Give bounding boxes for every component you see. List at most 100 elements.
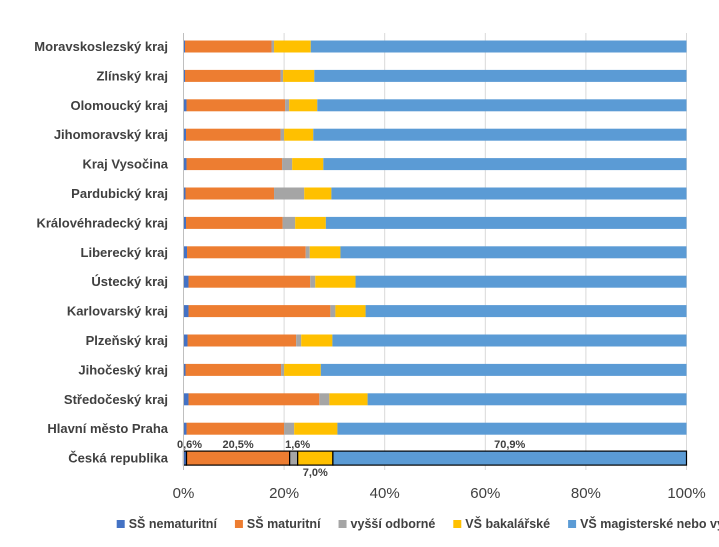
bar-segment — [183, 216, 187, 229]
category-label: Středočeský kraj — [64, 392, 168, 407]
x-tick-label: 20% — [269, 485, 299, 502]
category-label: Královéhradecký kraj — [36, 215, 168, 230]
bar-segment — [313, 128, 687, 141]
bar-segment — [340, 246, 687, 259]
bar-segment — [310, 40, 687, 53]
bar-segment — [305, 246, 310, 259]
legend-item: VŠ magisterské nebo vyšší — [568, 516, 719, 531]
category-label: Plzeňský kraj — [86, 333, 168, 348]
bar-segment — [297, 450, 334, 466]
bar-segment — [323, 158, 687, 171]
bar-segment — [183, 40, 186, 53]
bar-segment — [274, 187, 305, 200]
bar-segment — [355, 275, 687, 288]
bar-segment — [284, 422, 295, 435]
bar-segment — [281, 363, 285, 376]
bar-segment — [296, 334, 302, 347]
bar-segment — [186, 128, 281, 141]
bar-segment — [188, 305, 331, 318]
bar-segment — [325, 216, 687, 229]
bar-segment — [185, 363, 282, 376]
bar-segment — [280, 128, 285, 141]
data-label: 0,6% — [177, 439, 202, 451]
legend-label: VŠ magisterské nebo vyšší — [580, 516, 719, 531]
legend-label: SŠ nematuritní — [129, 516, 218, 531]
bar-segment — [187, 246, 306, 259]
category-label: Liberecký kraj — [81, 245, 168, 260]
bar-segment — [289, 450, 299, 466]
bar-segment — [332, 450, 688, 466]
bar-segment — [187, 334, 297, 347]
bar-segment — [183, 422, 187, 435]
legend-swatch — [234, 520, 243, 528]
bar-segment — [337, 422, 687, 435]
bar-segment — [185, 69, 281, 82]
bar-segment — [185, 450, 291, 466]
legend-item: SŠ nematuritní — [116, 516, 218, 531]
category-label: Jihočeský kraj — [78, 362, 168, 377]
x-tick-label: 60% — [470, 485, 500, 502]
bar-segment — [282, 216, 296, 229]
bar-segment — [183, 246, 188, 259]
bar-segment — [329, 393, 368, 406]
legend-swatch — [453, 520, 462, 528]
category-label: Hlavní město Praha — [47, 421, 168, 436]
bar-segment — [285, 99, 290, 112]
bar-segment — [186, 158, 283, 171]
bar-segment — [183, 128, 187, 141]
bar-segment — [282, 158, 293, 171]
x-tick-label: 0% — [173, 485, 195, 502]
category-label: Moravskoslezský kraj — [34, 39, 168, 54]
bar-segment — [332, 334, 687, 347]
bar-segment — [319, 393, 330, 406]
bar-segment — [186, 99, 286, 112]
bar-segment — [335, 305, 366, 318]
category-label: Česká republika — [68, 451, 168, 466]
bar-segment — [183, 363, 186, 376]
bar-segment — [365, 305, 687, 318]
legend-swatch — [338, 520, 347, 528]
bar-segment — [289, 99, 318, 112]
category-label: Kraj Vysočina — [82, 157, 168, 172]
bar-segment — [271, 40, 275, 53]
bar-segment — [330, 305, 336, 318]
legend-label: VŠ bakalářské — [465, 516, 550, 531]
category-label: Ústecký kraj — [91, 274, 168, 289]
bar-segment — [367, 393, 687, 406]
bar-segment — [188, 275, 311, 288]
x-tick-label: 80% — [571, 485, 601, 502]
bars-layer — [182, 40, 688, 466]
bar-segment — [283, 69, 315, 82]
bar-segment — [186, 216, 283, 229]
bar-segment — [183, 393, 189, 406]
bar-segment — [320, 363, 687, 376]
bar-segment — [295, 216, 326, 229]
category-label: Olomoucký kraj — [70, 98, 168, 113]
bar-segment — [292, 158, 324, 171]
bar-segment — [186, 422, 285, 435]
category-label: Pardubický kraj — [71, 186, 168, 201]
category-label: Zlínský kraj — [96, 68, 168, 83]
bar-segment — [183, 187, 186, 200]
bar-segment — [284, 128, 314, 141]
bar-segment — [183, 69, 186, 82]
bar-segment — [183, 99, 187, 112]
bar-segment — [314, 69, 687, 82]
legend-item: SŠ maturitní — [234, 516, 321, 531]
bar-segment — [185, 187, 275, 200]
data-label: 1,6% — [285, 439, 310, 451]
legend-item: VŠ bakalářské — [453, 516, 550, 531]
bar-segment — [183, 158, 187, 171]
legend-swatch — [116, 520, 125, 528]
legend-label: SŠ maturitní — [247, 516, 321, 531]
bar-segment — [304, 187, 332, 200]
axis-layer: 0% 20% 40% 60% 80% 100% Moravskoslezský kraj Zl… — [34, 33, 706, 502]
x-tick-label: 100% — [667, 485, 705, 502]
bar-segment — [183, 334, 188, 347]
legend: SŠ nematuritní SŠ maturitní vyšší odborné V… — [116, 516, 719, 531]
bar-segment — [274, 40, 311, 53]
bar-segment — [188, 393, 320, 406]
data-label: 7,0% — [303, 467, 328, 479]
